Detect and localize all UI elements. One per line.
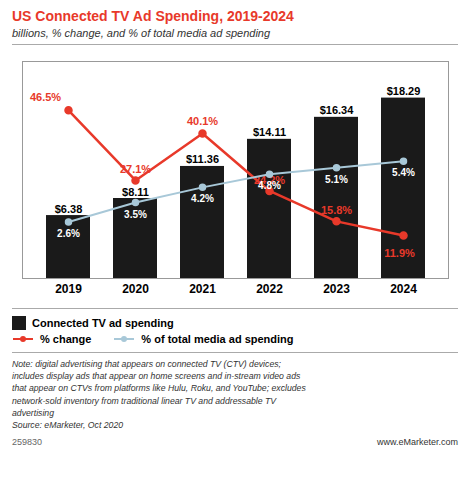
html-text:% change: % change bbox=[40, 333, 92, 345]
svg-text:$11.36: $11.36 bbox=[186, 153, 219, 165]
svg-text:2023: 2023 bbox=[323, 282, 350, 296]
svg-text:2019: 2019 bbox=[55, 282, 82, 296]
svg-text:2021: 2021 bbox=[189, 282, 216, 296]
html-text:www.eMarketer.com: www.eMarketer.com bbox=[377, 437, 458, 447]
svg-text:4.8%: 4.8% bbox=[258, 180, 281, 191]
svg-text:$8.11: $8.11 bbox=[122, 186, 149, 198]
svg-text:11.9%: 11.9% bbox=[384, 247, 415, 259]
svg-text:2024: 2024 bbox=[390, 282, 417, 296]
svg-text:5.1%: 5.1% bbox=[325, 174, 348, 185]
svg-text:46.5%: 46.5% bbox=[30, 91, 61, 103]
html-text:Note: digital advertising that: Note: digital advertising that appears o… bbox=[12, 359, 306, 430]
html-text:Connected TV ad spending: Connected TV ad spending bbox=[32, 317, 174, 329]
svg-text:2.6%: 2.6% bbox=[57, 228, 80, 239]
svg-text:$16.34: $16.34 bbox=[320, 104, 355, 116]
svg-text:4.2%: 4.2% bbox=[191, 193, 214, 204]
html-text:US Connected TV Ad Spending, 2: US Connected TV Ad Spending, 2019-2024 bbox=[12, 8, 294, 24]
svg-text:$14.11: $14.11 bbox=[253, 126, 286, 138]
svg-text:2022: 2022 bbox=[256, 282, 283, 296]
html-text:billions, % change, and % of t: billions, % change, and % of total media… bbox=[12, 27, 271, 39]
svg-text:27.1%: 27.1% bbox=[120, 163, 151, 175]
html-text:259830: 259830 bbox=[12, 437, 42, 447]
svg-text:40.1%: 40.1% bbox=[187, 115, 218, 127]
svg-text:3.5%: 3.5% bbox=[124, 209, 147, 220]
svg-text:5.4%: 5.4% bbox=[392, 167, 415, 178]
svg-text:2020: 2020 bbox=[122, 282, 149, 296]
svg-text:15.8%: 15.8% bbox=[321, 204, 352, 216]
svg-text:$6.38: $6.38 bbox=[55, 203, 83, 215]
html-text:% of total media ad spending: % of total media ad spending bbox=[141, 333, 294, 345]
svg-text:$18.29: $18.29 bbox=[387, 85, 421, 97]
